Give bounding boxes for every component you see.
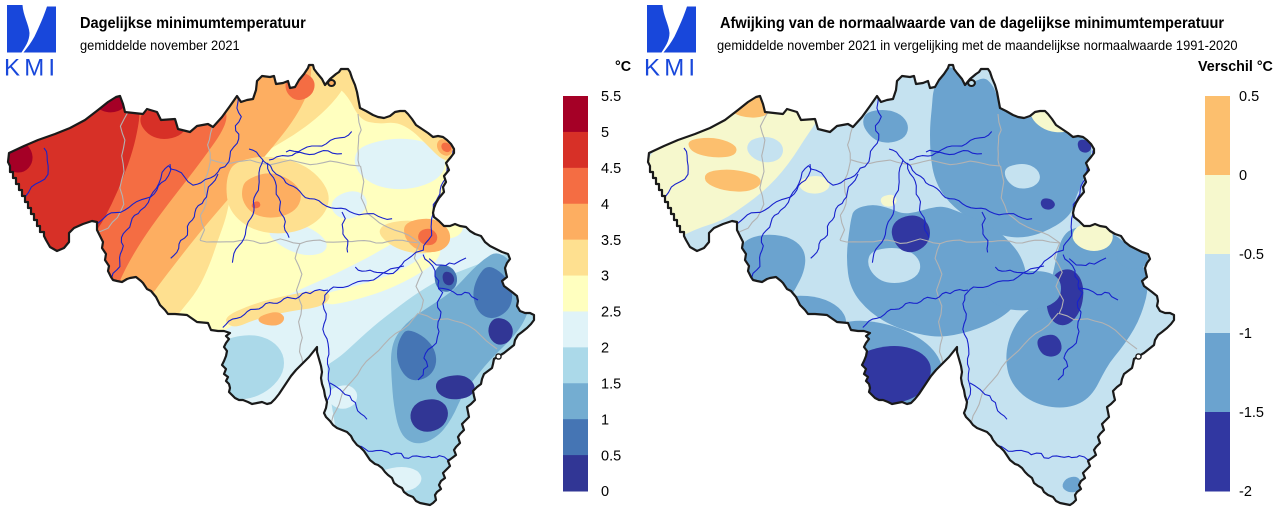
svg-text:5.5: 5.5 <box>601 89 621 105</box>
svg-text:-2: -2 <box>1239 484 1252 500</box>
svg-text:0.5: 0.5 <box>601 448 621 464</box>
svg-text:0: 0 <box>1239 168 1247 184</box>
svg-text:2.5: 2.5 <box>601 305 621 321</box>
svg-text:4.5: 4.5 <box>601 161 621 177</box>
svg-text:4: 4 <box>601 197 609 213</box>
svg-text:1.5: 1.5 <box>601 377 621 393</box>
svg-text:-1.5: -1.5 <box>1239 405 1264 421</box>
svg-text:KMI: KMI <box>5 55 59 82</box>
svg-text:-0.5: -0.5 <box>1239 247 1264 263</box>
svg-text:3.5: 3.5 <box>601 233 621 249</box>
svg-text:-1: -1 <box>1239 326 1252 342</box>
svg-text:0.5: 0.5 <box>1239 89 1259 105</box>
svg-text:KMI: KMI <box>645 55 699 82</box>
svg-text:1: 1 <box>601 412 609 428</box>
svg-text:5: 5 <box>601 125 609 141</box>
svg-text:3: 3 <box>601 269 609 285</box>
svg-text:2: 2 <box>601 341 609 357</box>
svg-text:0: 0 <box>601 484 609 500</box>
